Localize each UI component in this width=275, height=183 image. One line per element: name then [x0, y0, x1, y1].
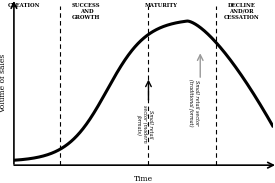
Text: Volume of sales: Volume of sales	[0, 54, 8, 113]
Text: Small retail sector
(traditional format): Small retail sector (traditional format)	[188, 79, 199, 127]
Text: Small retail
sector (modern
formats): Small retail sector (modern formats)	[136, 105, 153, 143]
Text: MATURITY: MATURITY	[145, 3, 178, 8]
Text: SUCCESS
AND
GROWTH: SUCCESS AND GROWTH	[72, 3, 101, 20]
Text: CREATION: CREATION	[8, 3, 40, 8]
Text: Time: Time	[134, 175, 153, 183]
Text: DECLINE
AND/OR
CESSATION: DECLINE AND/OR CESSATION	[224, 3, 260, 20]
